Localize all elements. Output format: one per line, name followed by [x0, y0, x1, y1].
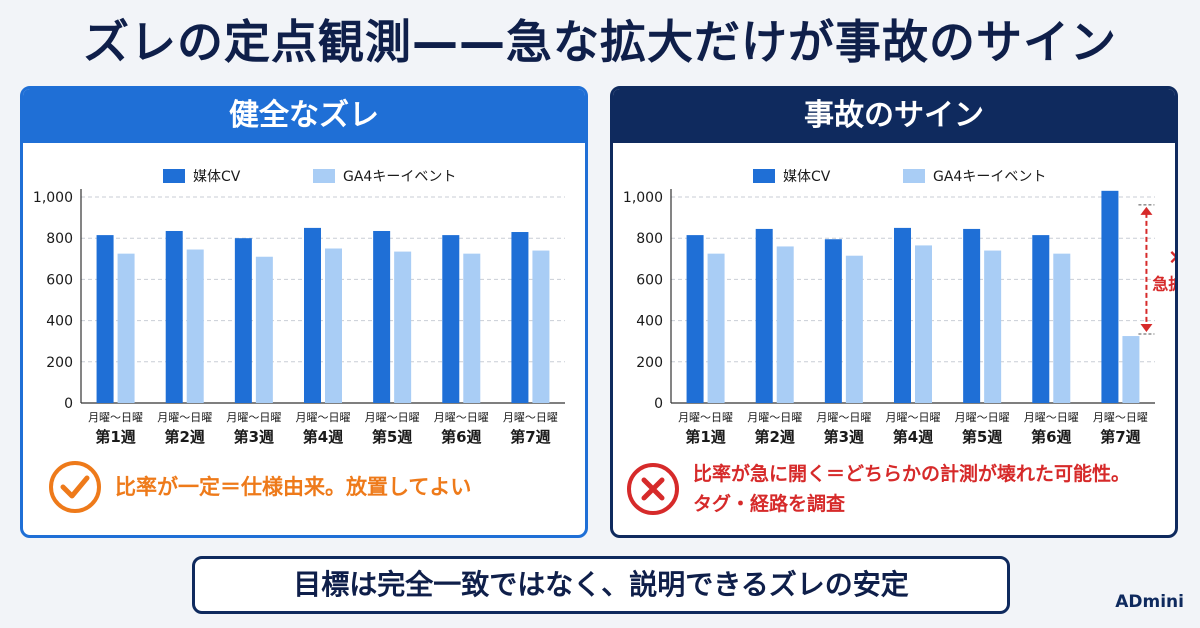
legend-label: GA4キーイベント	[343, 169, 456, 185]
healthy-conclusion: 比率が一定＝仕様由来。放置してよい	[23, 461, 585, 513]
bar-media-cv	[373, 230, 391, 403]
y-tick-label: 400	[636, 314, 663, 330]
x-tick-week-label: 第7週	[510, 428, 550, 446]
bar-media-cv	[1032, 235, 1050, 403]
x-tick-week-label: 第2週	[754, 428, 794, 446]
x-tick-week-label: 第4週	[303, 428, 343, 446]
incident-conclusion-text: 比率が急に開く＝どちらかの計測が壊れた可能性。 タグ・経路を調査	[693, 459, 1130, 519]
legend-label: 媒体CV	[193, 169, 241, 185]
x-tick-range-label: 月曜～日曜	[365, 411, 420, 424]
x-tick-range-label: 月曜～日曜	[1024, 411, 1079, 424]
legend-label: 媒体CV	[783, 169, 831, 185]
y-tick-label: 200	[46, 355, 73, 371]
cross-icon	[627, 463, 679, 515]
bar-media-cv	[963, 228, 981, 403]
incident-panel-header: 事故のサイン	[613, 89, 1175, 143]
healthy-gap-panel: 健全なズレ 媒体CV GA4キーイベント 0 200 400 600 800 1,000 月曜～…	[20, 86, 588, 538]
x-tick-week-label: 第2週	[164, 428, 204, 446]
annotation-arrow-down-icon	[1140, 324, 1153, 333]
y-tick-label: 1,000	[623, 190, 663, 206]
legend-swatch	[753, 169, 775, 183]
x-tick-week-label: 第6週	[441, 428, 481, 446]
x-tick-range-label: 月曜～日曜	[1093, 411, 1148, 424]
bar-media-cv	[511, 232, 529, 403]
bar-ga4-keyevent	[255, 256, 273, 403]
legend-swatch	[313, 169, 335, 183]
y-tick-label: 200	[636, 355, 663, 371]
x-tick-range-label: 月曜～日曜	[434, 411, 489, 424]
x-tick-week-label: 第7週	[1100, 428, 1140, 446]
x-tick-week-label: 第4週	[893, 428, 933, 446]
bar-ga4-keyevent	[117, 253, 135, 403]
bar-media-cv	[755, 228, 773, 403]
bar-media-cv	[894, 227, 911, 403]
x-tick-range-label: 月曜～日曜	[157, 411, 212, 424]
incident-conclusion: 比率が急に開く＝どちらかの計測が壊れた可能性。 タグ・経路を調査	[613, 459, 1175, 519]
y-tick-label: 0	[654, 396, 663, 412]
check-icon	[49, 461, 101, 513]
incident-conclusion-line2: タグ・経路を調査	[693, 493, 846, 515]
x-tick-week-label: 第3週	[824, 428, 864, 446]
x-tick-week-label: 第6週	[1031, 428, 1071, 446]
x-tick-range-label: 月曜～日曜	[678, 411, 733, 424]
annotation-cross-mark: ×	[1168, 244, 1175, 268]
annotation-label: 急拡大	[1152, 274, 1175, 293]
bar-media-cv	[96, 235, 114, 403]
y-tick-label: 400	[46, 314, 73, 330]
x-tick-range-label: 月曜～日曜	[88, 411, 143, 424]
legend-label: GA4キーイベント	[933, 169, 1046, 185]
x-tick-range-label: 月曜～日曜	[816, 411, 871, 424]
legend-swatch	[903, 169, 925, 183]
y-tick-label: 800	[636, 231, 663, 247]
x-tick-week-label: 第5週	[962, 428, 1002, 446]
incident-sign-panel: 事故のサイン 媒体CV GA4キーイベント 0 200 400 600 800 1,000 月曜…	[610, 86, 1178, 538]
bar-ga4-keyevent	[1053, 253, 1071, 403]
x-tick-range-label: 月曜～日曜	[886, 411, 941, 424]
x-tick-range-label: 月曜～日曜	[226, 411, 281, 424]
bar-media-cv	[304, 227, 321, 403]
y-tick-label: 0	[64, 396, 73, 412]
x-tick-week-label: 第3週	[234, 428, 274, 446]
bar-ga4-keyevent	[845, 255, 863, 403]
healthy-conclusion-text: 比率が一定＝仕様由来。放置してよい	[115, 475, 472, 499]
bar-ga4-keyevent	[325, 248, 342, 403]
bottom-message: 目標は完全一致ではなく、説明できるズレの安定	[192, 556, 1010, 614]
x-tick-range-label: 月曜～日曜	[955, 411, 1010, 424]
healthy-panel-header: 健全なズレ	[23, 89, 585, 143]
legend-swatch	[163, 169, 185, 183]
y-tick-label: 800	[46, 231, 73, 247]
annotation-arrow-up-icon	[1140, 206, 1153, 215]
brand-logo: ADmini	[1115, 592, 1184, 612]
bar-ga4-keyevent	[1122, 336, 1140, 403]
y-tick-label: 600	[46, 272, 73, 288]
page-title: ズレの定点観測——急な拡大だけが事故のサイン	[83, 15, 1117, 69]
incident-conclusion-line1: 比率が急に開く＝どちらかの計測が壊れた可能性。	[693, 463, 1131, 485]
bar-ga4-keyevent	[463, 253, 481, 403]
y-tick-label: 600	[636, 272, 663, 288]
x-tick-range-label: 月曜～日曜	[747, 411, 802, 424]
x-tick-week-label: 第1週	[685, 428, 725, 446]
bar-ga4-keyevent	[915, 245, 932, 403]
bar-media-cv	[442, 235, 460, 403]
bar-ga4-keyevent	[707, 253, 725, 403]
bar-ga4-keyevent	[984, 250, 1002, 403]
x-tick-week-label: 第5週	[372, 428, 412, 446]
bar-media-cv	[234, 238, 252, 403]
y-tick-label: 1,000	[33, 190, 73, 206]
x-tick-range-label: 月曜～日曜	[503, 411, 558, 424]
bar-media-cv	[686, 235, 704, 403]
bar-ga4-keyevent	[776, 246, 794, 403]
bar-media-cv	[1101, 190, 1119, 403]
x-tick-range-label: 月曜～日曜	[296, 411, 351, 424]
bar-ga4-keyevent	[394, 251, 412, 403]
bar-media-cv	[824, 239, 842, 403]
bar-media-cv	[165, 230, 183, 403]
bar-ga4-keyevent	[532, 250, 550, 403]
x-tick-week-label: 第1週	[95, 428, 135, 446]
bar-ga4-keyevent	[186, 249, 204, 403]
